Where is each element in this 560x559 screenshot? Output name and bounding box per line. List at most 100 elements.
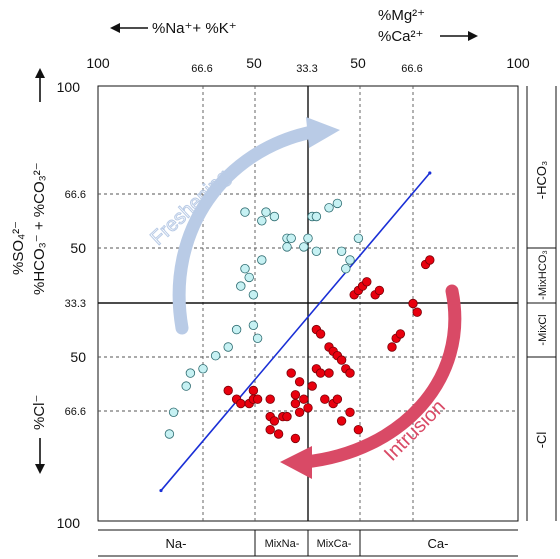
- cyan-data-point: [164, 429, 175, 439]
- red-data-point: [286, 368, 296, 378]
- cyan-data-point: [236, 281, 246, 291]
- right-band-hco3: -HCO₃: [534, 161, 549, 200]
- top-ticks: 100 66.6 50 33.3 50 66.6 100: [86, 55, 530, 75]
- cyan-data-point: [269, 211, 280, 222]
- left-tick-50-top: 50: [70, 240, 86, 256]
- red-data-point: [324, 368, 334, 378]
- cyan-data-point: [185, 368, 196, 378]
- bottom-band-ca: Ca-: [428, 536, 449, 551]
- red-data-point: [408, 298, 418, 309]
- red-data-point: [273, 429, 284, 439]
- cyan-data-point: [311, 246, 322, 257]
- red-data-point: [336, 416, 347, 426]
- red-data-point: [320, 394, 330, 404]
- cyan-data-point: [181, 381, 191, 391]
- red-data-point: [303, 403, 313, 413]
- red-data-point: [412, 307, 422, 317]
- data-points-layer: [164, 198, 435, 444]
- top-tick-33: 33.3: [296, 63, 317, 75]
- trend-line-layer: [159, 171, 432, 493]
- red-data-point: [353, 425, 364, 435]
- red-data-point: [345, 407, 355, 418]
- red-data-point: [425, 255, 435, 265]
- cyan-data-point: [240, 207, 250, 217]
- freshening-arrow: [172, 125, 319, 335]
- freshening-annotation: Freshening: [146, 117, 340, 335]
- cyan-data-point: [299, 242, 309, 252]
- red-data-point: [294, 377, 305, 387]
- left-axis-label-top-1: %SO₄²⁻: [10, 221, 27, 275]
- red-data-point: [290, 433, 301, 444]
- left-tick-100-bottom: 100: [57, 515, 81, 531]
- bottom-band-mixca: MixCa-: [317, 538, 352, 550]
- left-tick-66-top: 66.6: [65, 189, 86, 201]
- trend-line: [160, 172, 431, 492]
- cyan-data-point: [244, 272, 254, 283]
- red-data-point: [332, 394, 343, 404]
- red-data-point: [345, 368, 355, 378]
- cyan-data-point: [240, 264, 250, 274]
- red-data-point: [248, 385, 259, 396]
- right-band-cl: -Cl: [534, 432, 549, 449]
- right-band-mixhco3: -MixHCO₃: [537, 250, 549, 300]
- red-data-point: [223, 385, 233, 396]
- cyan-data-point: [332, 198, 343, 209]
- left-tick-66-bottom: 66.6: [65, 406, 86, 418]
- red-data-point: [336, 355, 347, 365]
- red-data-point: [265, 394, 275, 404]
- cyan-data-point: [311, 211, 322, 222]
- right-band-mixcl: -MixCl: [537, 314, 549, 345]
- cyan-data-point: [286, 233, 296, 244]
- cyan-data-point: [248, 320, 259, 331]
- cyan-data-point: [336, 246, 347, 257]
- intrusion-arrow: [298, 284, 462, 469]
- red-data-point: [252, 394, 263, 404]
- cyan-data-point: [257, 255, 267, 265]
- top-tick-66-left: 66.6: [191, 63, 212, 75]
- intrusion-arrow-head: [280, 446, 312, 479]
- red-data-point: [315, 368, 326, 378]
- right-band-box: -HCO₃ -MixHCO₃ -MixCl -Cl: [526, 86, 557, 521]
- cyan-data-point: [353, 233, 364, 244]
- top-tick-50-left: 50: [246, 55, 262, 71]
- left-ticks: 100 66.6 50 33.3 50 66.6 100: [57, 79, 87, 531]
- left-tick-50-bottom: 50: [70, 349, 86, 365]
- red-data-point: [236, 398, 246, 409]
- top-tick-66-right: 66.6: [401, 63, 422, 75]
- red-data-point: [282, 411, 292, 422]
- cyan-data-point: [303, 233, 313, 244]
- bottom-band-mixna: MixNa-: [265, 538, 300, 550]
- cyan-data-point: [168, 407, 179, 418]
- red-data-point: [395, 329, 406, 339]
- left-tick-33: 33.3: [65, 298, 86, 310]
- red-data-point: [307, 381, 317, 391]
- cyan-data-point: [198, 364, 208, 374]
- red-data-point: [265, 425, 275, 435]
- top-tick-50-right: 50: [350, 55, 366, 71]
- cyan-data-point: [341, 264, 351, 274]
- red-data-point: [269, 416, 280, 426]
- cyan-data-point: [252, 333, 263, 344]
- freshening-arrow-head: [306, 117, 340, 148]
- bottom-band-box: Na- MixNa- MixCa- Ca-: [98, 529, 518, 557]
- red-data-point: [362, 277, 372, 287]
- cyan-data-point: [324, 203, 334, 213]
- top-tick-100-left: 100: [86, 55, 110, 71]
- top-right-axis-label-2: %Ca²⁺: [378, 28, 423, 45]
- cyan-data-point: [345, 255, 355, 265]
- cyan-data-point: [261, 207, 271, 217]
- top-tick-100-right: 100: [506, 55, 530, 71]
- top-left-axis-label: %Na⁺+ %K⁺: [152, 20, 237, 37]
- cyan-data-point: [248, 290, 259, 300]
- red-data-point: [294, 407, 305, 418]
- red-data-point: [374, 285, 385, 296]
- cyan-data-point: [210, 351, 221, 361]
- cyan-data-point: [223, 342, 233, 352]
- left-tick-100-top: 100: [57, 79, 81, 95]
- red-data-point: [299, 394, 309, 404]
- trend-line-endpoint: [159, 488, 163, 493]
- cyan-data-point: [231, 324, 242, 335]
- trend-line-endpoint: [428, 171, 432, 175]
- cyan-data-point: [257, 216, 267, 226]
